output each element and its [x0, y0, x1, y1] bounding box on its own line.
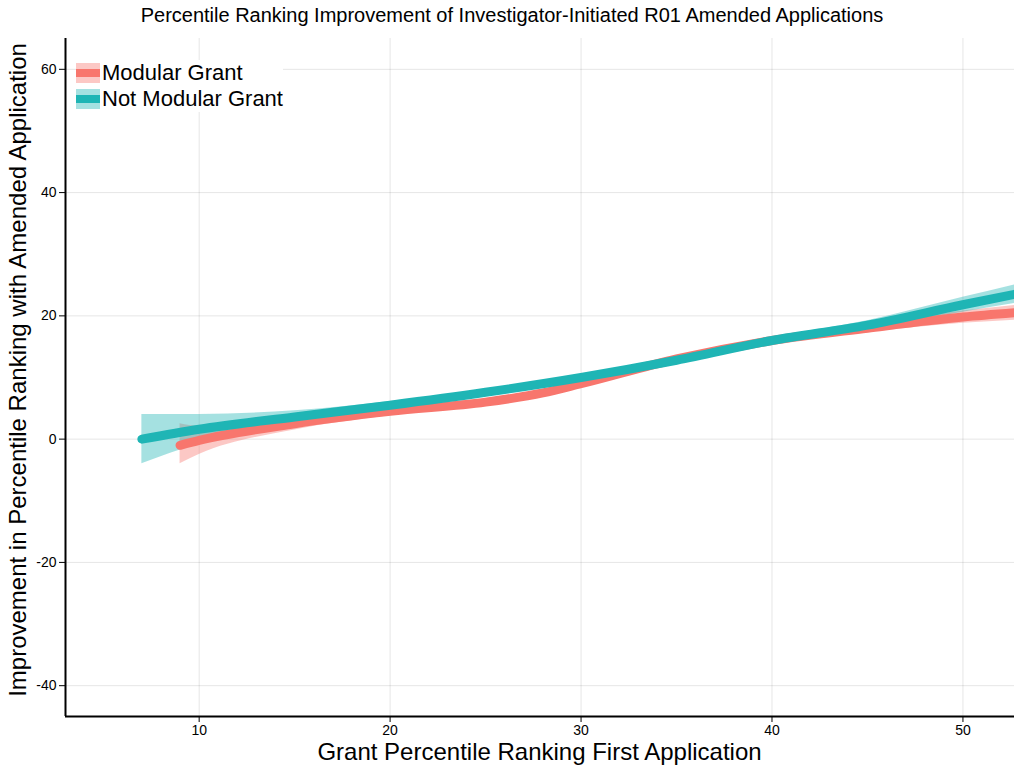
- html-text:Percentile Ranking Improvement: Percentile Ranking Improvement of Invest…: [140, 4, 884, 26]
- html-text:Grant Percentile Ranking First: Grant Percentile Ranking First Applicati…: [317, 738, 762, 765]
- html-text:Modular Grant: Modular Grant: [102, 60, 243, 85]
- svg-text:60: 60: [41, 61, 57, 77]
- html-text:Not Modular Grant: Not Modular Grant: [102, 86, 283, 111]
- svg-text:40: 40: [764, 722, 780, 738]
- svg-text:20: 20: [382, 722, 398, 738]
- svg-text:0: 0: [49, 431, 57, 447]
- svg-text:40: 40: [41, 184, 57, 200]
- svg-text:20: 20: [41, 307, 57, 323]
- svg-text:30: 30: [573, 722, 589, 738]
- html-text:Improvement in Percentile Rank: Improvement in Percentile Ranking with A…: [4, 43, 31, 697]
- svg-text:-40: -40: [36, 677, 56, 693]
- svg-text:-20: -20: [36, 554, 56, 570]
- svg-text:10: 10: [191, 722, 207, 738]
- svg-text:50: 50: [955, 722, 971, 738]
